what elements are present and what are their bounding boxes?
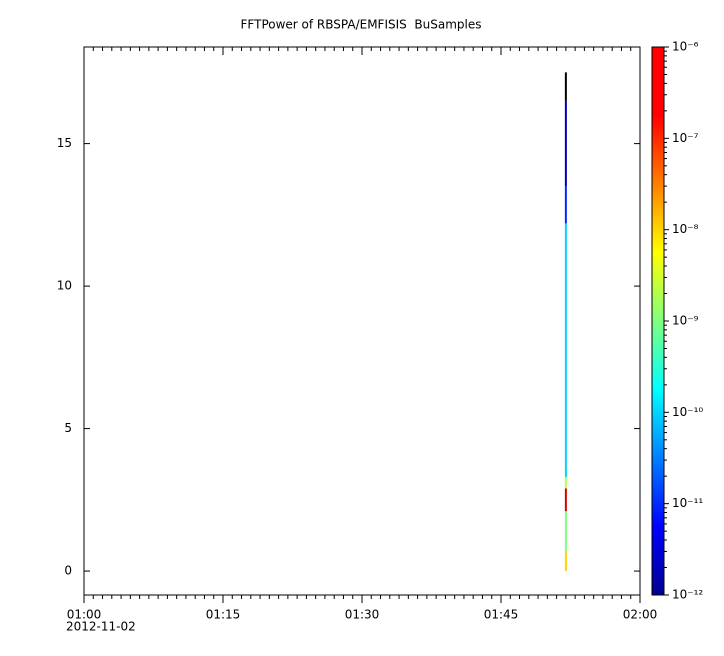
spectrogram-cell — [564, 100, 567, 187]
spectrogram-cell — [564, 511, 567, 552]
y-tick-label: 15 — [57, 136, 72, 150]
spectrogram-cell — [564, 72, 567, 101]
x-tick-label: 01:30 — [345, 608, 380, 622]
colorbar — [651, 46, 665, 596]
x-tick-label: 02:00 — [623, 608, 658, 622]
x-date-label: 2012-11-02 — [66, 620, 136, 634]
colorbar-tick-label: 10⁻⁹ — [672, 314, 699, 328]
x-tick-label: 01:45 — [484, 608, 519, 622]
y-tick-label: 5 — [64, 421, 72, 435]
colorbar-tick-label: 10⁻¹² — [672, 588, 703, 602]
colorbar-tick-label: 10⁻⁸ — [672, 222, 699, 236]
chart-title: FFTPower of RBSPA/EMFISIS BuSamples — [241, 18, 482, 32]
plot-frame — [83, 46, 641, 596]
x-tick-label: 01:15 — [206, 608, 241, 622]
x-tick-label: 01:00 — [67, 608, 102, 622]
spectrogram-cell — [564, 477, 567, 489]
colorbar-tick-label: 10⁻⁶ — [672, 40, 699, 54]
y-tick-label: 0 — [64, 564, 72, 578]
spectrogram-cell — [564, 551, 567, 572]
colorbar-tick-label: 10⁻⁷ — [672, 131, 699, 145]
colorbar-tick-label: 10⁻¹⁰ — [672, 405, 703, 419]
spectrogram-cell — [564, 186, 567, 224]
y-tick-label: 10 — [57, 279, 72, 293]
colorbar-tick-label: 10⁻¹¹ — [672, 496, 703, 510]
spectrogram-cell — [564, 488, 567, 512]
spectrogram-cell — [564, 223, 567, 478]
